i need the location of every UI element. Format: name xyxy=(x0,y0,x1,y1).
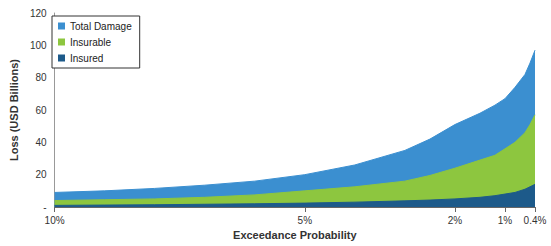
svg-text:80: 80 xyxy=(35,72,47,83)
svg-text:Exceedance Probability: Exceedance Probability xyxy=(233,229,357,241)
svg-text:100: 100 xyxy=(30,40,47,51)
svg-text:Insured: Insured xyxy=(70,53,103,64)
svg-text:Loss (USD Billions): Loss (USD Billions) xyxy=(8,59,20,161)
svg-text:2%: 2% xyxy=(448,215,463,226)
svg-text:40: 40 xyxy=(35,137,47,148)
svg-text:0.4%: 0.4% xyxy=(524,215,547,226)
svg-text:Insurable: Insurable xyxy=(70,37,112,48)
svg-text:-: - xyxy=(43,202,46,213)
svg-text:1%: 1% xyxy=(498,215,513,226)
svg-text:120: 120 xyxy=(30,8,47,19)
svg-text:60: 60 xyxy=(35,105,47,116)
svg-text:10%: 10% xyxy=(45,215,65,226)
svg-text:Total Damage: Total Damage xyxy=(70,21,132,32)
svg-text:5%: 5% xyxy=(298,215,313,226)
svg-text:20: 20 xyxy=(35,169,47,180)
